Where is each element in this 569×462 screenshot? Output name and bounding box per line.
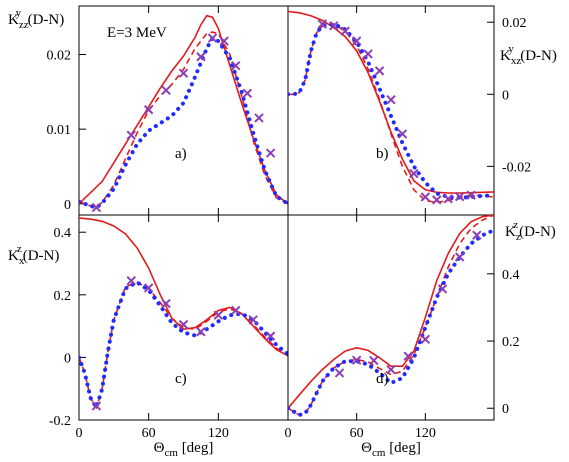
cross-marker — [369, 355, 379, 366]
series-dotted — [288, 21, 494, 200]
cross-marker — [466, 190, 476, 200]
cross-marker — [403, 351, 413, 361]
cross-marker — [91, 401, 102, 411]
cross-marker — [126, 130, 136, 140]
y-tick-label: 0.02 — [502, 16, 527, 31]
panel-letter: b) — [376, 146, 389, 162]
cross-marker — [386, 364, 396, 375]
x-tick-label: 60 — [350, 426, 364, 441]
cross-marker — [454, 191, 465, 202]
y-tick-label: 0.4 — [54, 226, 72, 241]
cross-marker — [363, 49, 373, 59]
x-tick-label: 120 — [415, 426, 436, 441]
panel-letter: d) — [376, 371, 389, 387]
series-dotted — [79, 279, 288, 413]
y-tick-label: 0 — [64, 351, 71, 366]
y-tick-label: 0.02 — [47, 49, 72, 64]
series-dashed — [79, 281, 288, 410]
cross-marker — [265, 331, 276, 341]
cross-marker — [454, 252, 465, 262]
cross-marker — [126, 276, 136, 286]
cross-marker — [213, 310, 224, 320]
cross-marker — [231, 305, 241, 316]
x-tick-label: 60 — [142, 426, 156, 441]
x-axis-label: Θcm [deg] — [361, 440, 421, 459]
y-tick-label: 0 — [502, 402, 509, 417]
cross-marker — [386, 94, 396, 105]
cross-marker — [254, 113, 264, 123]
y-axis-label: Kzz(D-N) — [505, 219, 556, 243]
cross-marker — [242, 88, 253, 99]
y-tick-label: -0.2 — [49, 414, 71, 429]
y-tick-label: 0.01 — [47, 123, 72, 138]
series-solid — [288, 10, 494, 194]
series-solid — [79, 14, 288, 205]
cross-marker — [317, 19, 328, 29]
cross-marker — [420, 334, 431, 345]
panel-frame — [287, 214, 495, 421]
y-tick-label: 0 — [64, 198, 71, 213]
panel-letter: a) — [175, 146, 187, 162]
cross-marker — [351, 36, 362, 46]
panel-letter: c) — [175, 371, 187, 387]
y-axis-label: Kxzy (D-N) — [500, 43, 557, 67]
series-solid — [288, 215, 494, 409]
cross-marker — [420, 192, 431, 202]
cross-marker — [178, 319, 189, 330]
cross-marker — [178, 68, 189, 78]
series-dotted — [79, 35, 288, 210]
panel-3: 0.4 0.2 0 -0.2 0 60 120 c) Kxz(D-N) Θcm [deg] — [8, 214, 289, 459]
cross-marker — [196, 52, 206, 62]
y-axis-label: Kxz(D-N) — [8, 243, 59, 267]
series-dotted — [288, 228, 494, 418]
series-solid — [79, 217, 288, 357]
cross-marker — [91, 202, 102, 213]
y-tick-label: 0.2 — [502, 335, 520, 350]
cross-marker — [219, 36, 229, 46]
cross-marker — [472, 230, 482, 240]
y-tick-label: 0 — [502, 88, 509, 103]
panel-frame — [287, 5, 495, 216]
cross-marker — [351, 355, 362, 365]
y-axis-label: Kzzy (D-N) — [8, 7, 64, 31]
cross-marker — [432, 195, 442, 205]
x-axis-label: Θcm [deg] — [154, 440, 214, 459]
x-tick-label: 0 — [285, 426, 292, 441]
cross-marker — [340, 26, 350, 36]
cross-marker — [161, 85, 171, 96]
series-dashed — [79, 31, 288, 209]
cross-marker — [196, 327, 206, 337]
cross-marker — [143, 283, 154, 293]
y-tick-label: -0.02 — [502, 160, 531, 175]
energy-label: E=3 MeV — [107, 25, 167, 41]
cross-marker — [231, 61, 241, 71]
cross-marker — [334, 368, 345, 378]
cross-marker — [409, 168, 419, 179]
series-dashed — [288, 215, 494, 416]
series-dashed — [288, 23, 494, 204]
panel-1: 0 0.01 0.02 a) Kzzy (D-N) — [8, 5, 289, 216]
cross-marker — [143, 105, 154, 115]
x-tick-label: 0 — [76, 426, 83, 441]
cross-marker — [207, 33, 218, 43]
cross-marker — [443, 194, 453, 204]
cross-marker — [397, 129, 408, 139]
cross-marker — [248, 315, 258, 325]
cross-marker — [161, 298, 171, 309]
cross-marker — [437, 284, 448, 294]
cross-marker — [329, 21, 339, 31]
cross-marker — [374, 66, 385, 76]
x-tick-label: 120 — [208, 426, 229, 441]
panel-4: 0.4 0.2 0 0 60 120 d) Kzz(D-N) Θcm [deg] — [285, 214, 556, 459]
cross-marker — [265, 148, 276, 158]
panel-2: 0.02 0 -0.02 b) Kxzy (D-N) — [287, 5, 557, 216]
y-tick-label: 0.2 — [54, 289, 72, 304]
y-tick-label: 0.4 — [502, 268, 520, 283]
